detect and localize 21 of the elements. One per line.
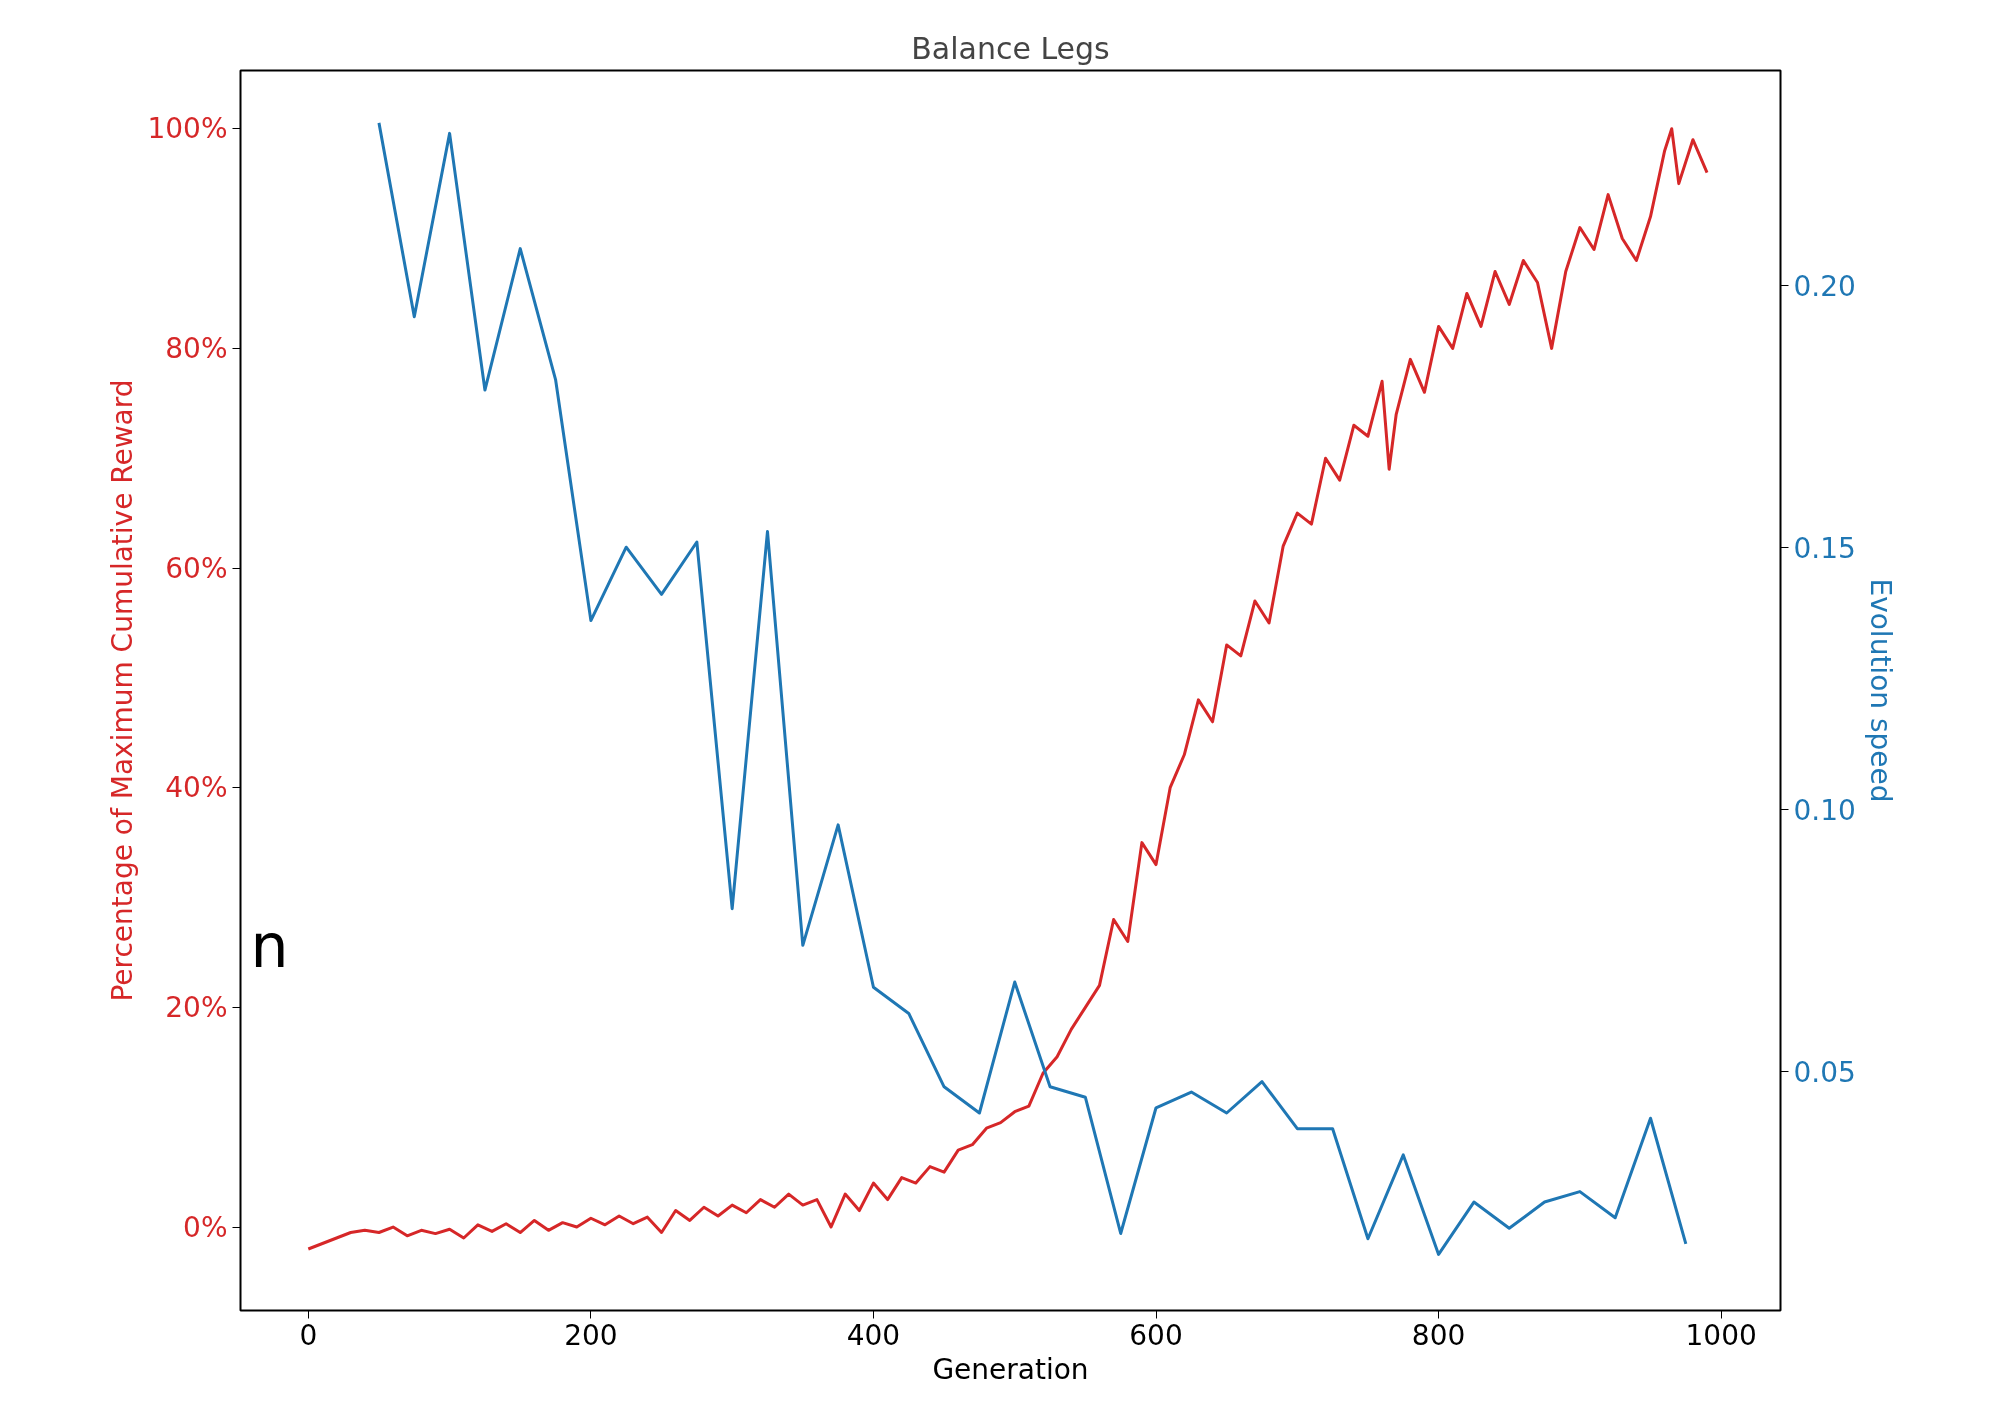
y-axis-title: Percentage of Maximum Cumulative Reward <box>106 379 140 1002</box>
chart-title: Balance Legs <box>911 30 1110 66</box>
annotation: n <box>250 910 289 981</box>
x-tick-label: 400 <box>846 1318 901 1352</box>
x-axis-title: Generation <box>932 1352 1089 1386</box>
x-tick-label: 0 <box>299 1318 318 1352</box>
y-tick-label: 100% <box>147 112 228 146</box>
x-tick-label: 800 <box>1411 1318 1466 1352</box>
y2-tick-label: 0.10 <box>1793 793 1856 827</box>
y-tick-label: 40% <box>165 771 228 805</box>
y2-tick-label: 0.05 <box>1793 1055 1856 1089</box>
y-tick-label: 20% <box>165 990 228 1024</box>
y-tick-label: 80% <box>165 331 228 365</box>
y2-tick-label: 0.15 <box>1793 531 1856 565</box>
x-tick-label: 600 <box>1129 1318 1183 1352</box>
y2-axis-title: Evolution speed <box>1863 578 1897 803</box>
y-tick-label: 0% <box>183 1210 228 1244</box>
y2-tick-label: 0.20 <box>1793 269 1856 303</box>
y-tick-label: 60% <box>165 551 228 585</box>
x-tick-label: 1000 <box>1685 1318 1757 1352</box>
x-tick-label: 200 <box>564 1318 618 1352</box>
